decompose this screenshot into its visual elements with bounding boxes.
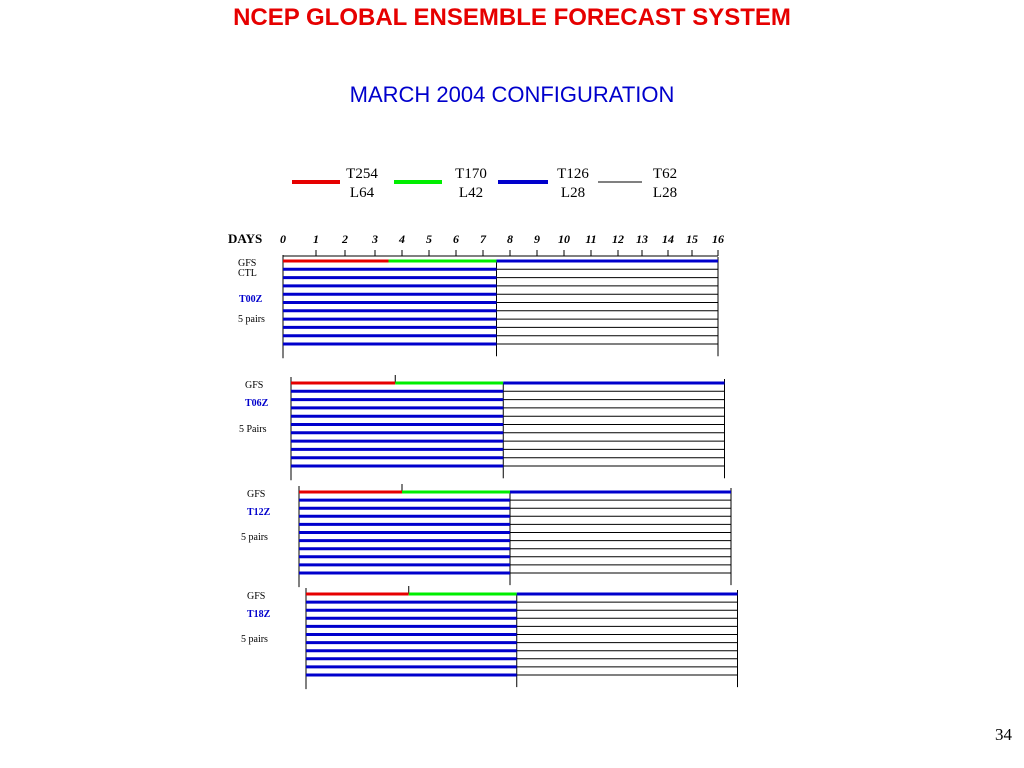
cycle-gfs-label: GFS (238, 258, 256, 269)
day-tick-label: 1 (313, 232, 319, 246)
day-tick-label: 8 (507, 232, 513, 246)
day-tick-label: 9 (534, 232, 540, 246)
day-tick-label: 16 (712, 232, 724, 246)
cycle-pairs-label: 5 Pairs (239, 424, 267, 435)
page-title: NCEP GLOBAL ENSEMBLE FORECAST SYSTEM (233, 4, 791, 31)
legend-top-0: T254 (346, 166, 378, 182)
cycle-ctl-label: CTL (238, 268, 257, 279)
cycle-pairs-label: 5 pairs (238, 314, 265, 325)
legend-bottom-2: L28 (561, 185, 585, 201)
day-tick-label: 11 (585, 232, 596, 246)
legend-bottom-0: L64 (350, 185, 375, 201)
day-tick-label: 14 (662, 232, 674, 246)
day-tick-label: 6 (453, 232, 459, 246)
day-tick-label: 5 (426, 232, 432, 246)
days-label: DAYS (228, 231, 262, 246)
legend-bottom-1: L42 (459, 185, 483, 201)
cycle-gfs-label: GFS (247, 489, 265, 500)
cycle-pairs-label: 5 pairs (241, 634, 268, 645)
page-subtitle: MARCH 2004 CONFIGURATION (349, 82, 675, 107)
day-tick-label: 12 (612, 232, 624, 246)
cycle-time-label: T18Z (247, 609, 271, 620)
day-tick-label: 10 (558, 232, 570, 246)
cycle-gfs-label: GFS (247, 591, 265, 602)
page-number: 34 (995, 725, 1012, 744)
legend-top-1: T170 (455, 166, 487, 182)
day-tick-label: 3 (371, 232, 378, 246)
day-tick-label: 13 (636, 232, 648, 246)
legend-top-3: T62 (653, 166, 677, 182)
cycle-gfs-label: GFS (245, 380, 263, 391)
day-tick-label: 2 (341, 232, 348, 246)
cycle-time-label: T06Z (245, 398, 269, 409)
legend-bottom-3: L28 (653, 185, 677, 201)
day-tick-label: 0 (280, 232, 286, 246)
day-tick-label: 7 (480, 232, 487, 246)
cycle-time-label: T12Z (247, 507, 271, 518)
day-tick-label: 15 (686, 232, 698, 246)
day-tick-label: 4 (398, 232, 405, 246)
legend-top-2: T126 (557, 166, 589, 182)
cycle-pairs-label: 5 pairs (241, 532, 268, 543)
cycle-time-label: T00Z (239, 294, 263, 305)
